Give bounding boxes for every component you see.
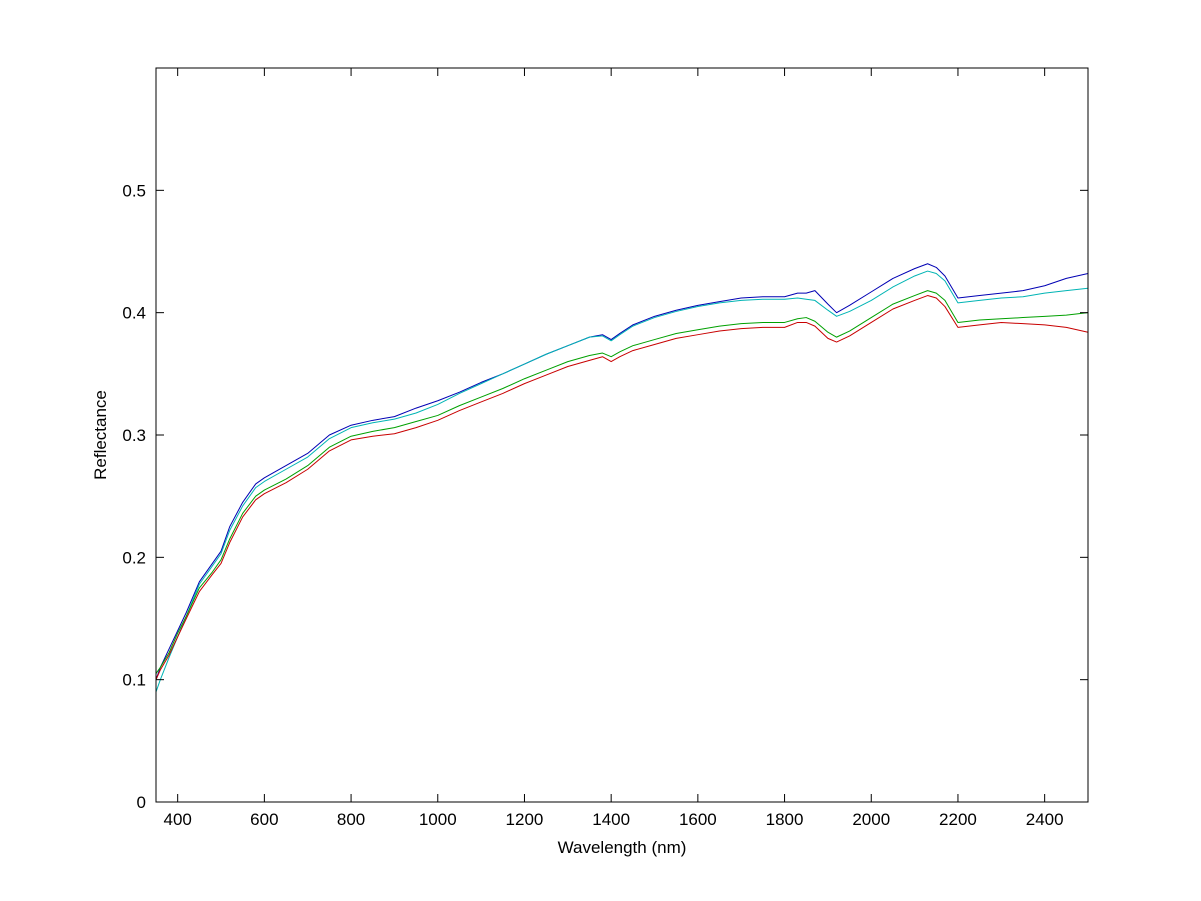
series-line-2 <box>155 290 1089 674</box>
series-line-0 <box>155 263 1089 680</box>
y-tick-label: 0.4 <box>122 304 146 323</box>
y-tick-label: 0.1 <box>122 671 146 690</box>
y-axis: 0 0.1 0.2 0.3 0.4 0.5 <box>122 181 1088 812</box>
x-tick-label: 1400 <box>592 810 630 829</box>
x-tick-label: 1000 <box>419 810 457 829</box>
series-line-1 <box>155 270 1089 693</box>
x-axis-label: Wavelength (nm) <box>558 838 687 857</box>
x-tick-label: 800 <box>337 810 365 829</box>
x-tick-label: 2000 <box>852 810 890 829</box>
series-layer <box>155 263 1089 693</box>
x-tick-label: 1200 <box>506 810 544 829</box>
x-tick-label: 400 <box>163 810 191 829</box>
x-tick-label: 600 <box>250 810 278 829</box>
x-tick-label: 1800 <box>766 810 804 829</box>
x-axis: 400 600 800 1000 1200 1400 1600 1800 2000 2200 240… <box>163 68 1064 829</box>
x-tick-label: 2400 <box>1026 810 1064 829</box>
y-tick-label: 0.3 <box>122 426 146 445</box>
y-tick-label: 0 <box>137 793 146 812</box>
y-axis-label: Reflectance <box>91 390 110 480</box>
y-tick-label: 0.5 <box>122 181 146 200</box>
x-tick-label: 1600 <box>679 810 717 829</box>
series-line-3 <box>155 295 1089 680</box>
y-tick-label: 0.2 <box>122 548 146 567</box>
x-tick-label: 2200 <box>939 810 977 829</box>
